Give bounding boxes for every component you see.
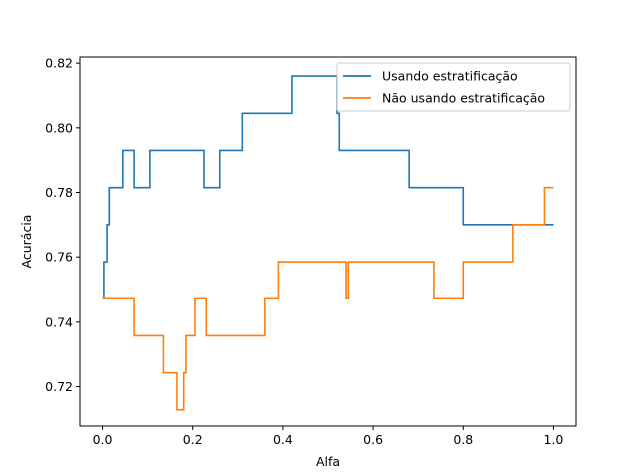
plot-area <box>102 75 554 411</box>
y-tick-label: 0.82 <box>45 56 73 71</box>
x-tick-label: 0.6 <box>363 432 383 447</box>
x-axis: 0.0 0.2 0.4 0.6 0.8 1.0 <box>93 426 564 447</box>
series-line-1 <box>102 75 554 300</box>
y-tick-label: 0.72 <box>45 379 73 394</box>
legend-label-series-2: Não usando estratificação <box>382 91 545 106</box>
y-tick-label: 0.80 <box>45 120 73 135</box>
legend-label-series-1: Usando estratificação <box>382 69 518 84</box>
y-tick-label: 0.78 <box>45 185 73 200</box>
y-tick-label: 0.76 <box>45 250 73 265</box>
legend: Usando estratificação Não usando estrati… <box>336 62 571 112</box>
plot-frame <box>79 56 577 427</box>
x-tick-label: 0.2 <box>183 432 203 447</box>
y-axis: 0.72 0.74 0.76 0.78 0.80 0.82 <box>45 56 80 394</box>
x-tick-label: 0.4 <box>273 432 293 447</box>
x-tick-label: 1.0 <box>544 432 564 447</box>
y-tick-label: 0.74 <box>45 314 73 329</box>
legend-box <box>336 62 571 112</box>
x-tick-label: 0.8 <box>453 432 473 447</box>
x-tick-label: 0.0 <box>93 432 113 447</box>
series-line-2 <box>102 186 554 411</box>
y-axis-label: Acurácia <box>19 215 34 269</box>
x-axis-label: Alfa <box>316 454 340 469</box>
